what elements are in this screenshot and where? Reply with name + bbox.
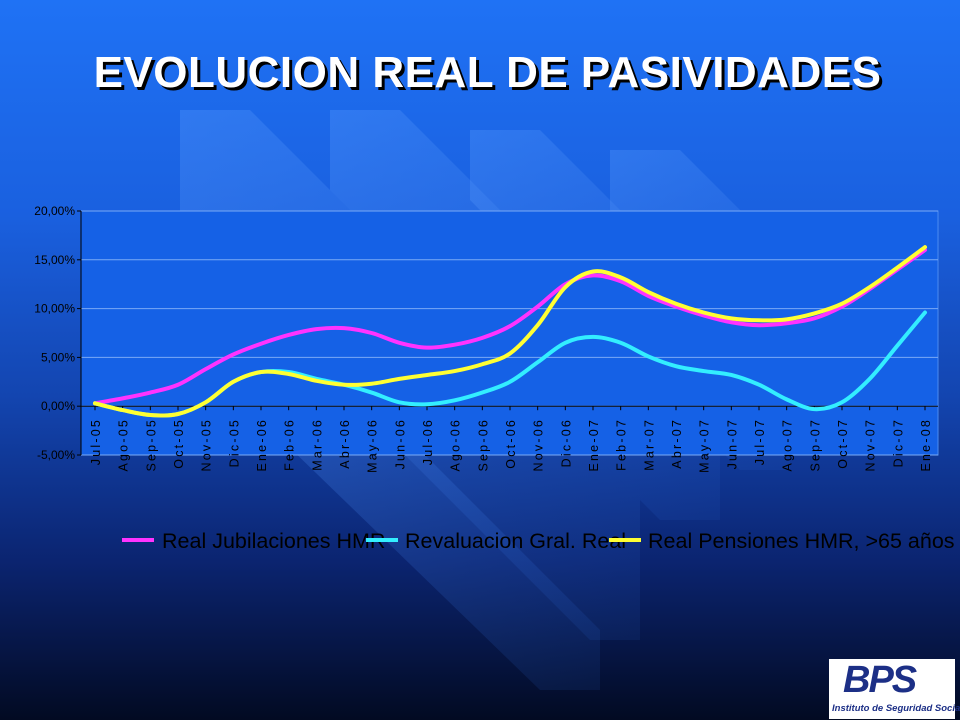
x-tick-label: Dic-07: [891, 418, 905, 467]
x-tick-label: Ene-08: [919, 418, 933, 472]
x-tick-label: Oct-05: [172, 418, 186, 469]
x-tick-label: Jun-07: [725, 418, 739, 469]
x-tick-label: Nov-06: [532, 418, 546, 472]
y-tick-label: 15,00%: [34, 253, 75, 267]
x-tick-label: Ene-07: [587, 418, 601, 472]
x-tick-label: Abr-07: [670, 418, 684, 469]
y-tick-label: 10,00%: [34, 302, 75, 316]
y-tick-label: -5,00%: [37, 448, 75, 462]
x-tick-label: Dic-05: [227, 418, 241, 467]
x-tick-label: Oct-06: [504, 418, 518, 469]
slide-title: EVOLUCION REAL DE PASIVIDADES: [93, 48, 882, 97]
x-axis: Jul-05 Ago-05 Sep-05 Oct-05 Nov-05 Dic-05 Ene-…: [81, 405, 938, 473]
x-tick-label: Sep-05: [144, 418, 158, 472]
y-tick-label: 0,00%: [41, 399, 75, 413]
legend-label-0: Real Jubilaciones HMR: [162, 529, 385, 553]
x-tick-label: May-07: [698, 418, 712, 473]
x-tick-label: Ago-05: [117, 418, 131, 472]
legend: Real Jubilaciones HMR Revaluacion Gral. R…: [122, 529, 955, 553]
x-tick-label: Feb-06: [283, 418, 297, 471]
x-tick-label: Jun-06: [393, 418, 407, 469]
legend-label-1: Revaluacion Gral. Real: [405, 529, 626, 553]
x-tick-label: Sep-07: [808, 418, 822, 472]
x-tick-label: Jul-07: [753, 418, 767, 465]
y-tick-label: 20,00%: [34, 204, 75, 218]
x-tick-label: Nov-07: [864, 418, 878, 472]
x-tick-label: Ago-07: [781, 418, 795, 472]
x-tick-label: Dic-06: [559, 418, 573, 467]
x-tick-label: May-06: [366, 418, 380, 473]
x-tick-label: Feb-07: [615, 418, 629, 471]
legend-label-2: Real Pensiones HMR, >65 años: [648, 529, 955, 553]
series-line-2: [93, 245, 927, 418]
x-tick-label: Nov-05: [200, 418, 214, 472]
series-lines: [93, 245, 927, 418]
logo-mark: BPS: [843, 659, 917, 701]
x-tick-label: Jul-06: [421, 418, 435, 465]
x-tick-label: Abr-06: [338, 418, 352, 469]
y-tick-label: 5,00%: [41, 350, 75, 364]
y-axis: -5,00% 0,00% 5,00% 10,00% 15,00% 20,00%: [34, 204, 82, 462]
bps-logo: BPS Instituto de Seguridad Social: [829, 659, 960, 719]
x-tick-label: Jul-05: [89, 418, 103, 465]
series-line-0: [93, 248, 927, 406]
x-tick-label: Sep-06: [476, 418, 490, 472]
x-tick-label: Ene-06: [255, 418, 269, 472]
x-tick-label: Mar-06: [310, 418, 324, 471]
x-tick-label: Mar-07: [642, 418, 656, 471]
logo-subtitle: Instituto de Seguridad Social: [832, 703, 960, 714]
x-tick-label: Ago-06: [449, 418, 463, 472]
x-tick-label: Oct-07: [836, 418, 850, 469]
